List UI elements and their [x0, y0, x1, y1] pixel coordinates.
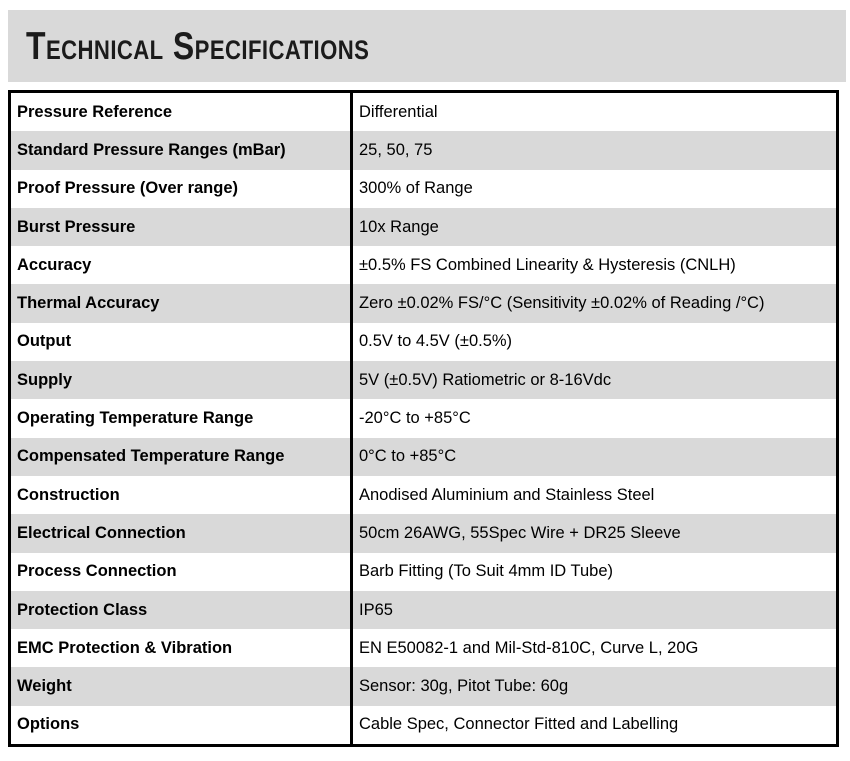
table-row: Protection Class IP65 [9, 590, 838, 630]
spec-label: Thermal Accuracy [9, 284, 353, 323]
table-row: Supply 5V (±0.5V) Ratiometric or 8-16Vdc [9, 361, 838, 400]
spec-value: 0.5V to 4.5V (±0.5%) [359, 332, 513, 351]
spec-value: Differential [359, 102, 438, 121]
table-row: Options Cable Spec, Connector Fitted and … [9, 705, 838, 746]
spec-value: Zero ±0.02% FS/°C (Sensitivity ±0.02% of… [359, 294, 765, 313]
spec-label: Supply [9, 361, 353, 400]
spec-value: 10x Range [359, 217, 439, 236]
spec-table: Pressure Reference Differential Standard P… [8, 90, 839, 748]
spec-label: Operating Temperature Range [9, 399, 353, 438]
spec-label: EMC Protection & Vibration [9, 629, 353, 668]
spec-label: Output [9, 322, 353, 362]
table-row: Process Connection Barb Fitting (To Suit … [9, 552, 838, 591]
spec-value: 25, 50, 75 [359, 140, 433, 159]
spec-value: EN E50082-1 and Mil-Std-810C, Curve L, 2… [359, 638, 699, 657]
table-row: Compensated Temperature Range 0°C to +85°… [9, 437, 838, 476]
table-row: Weight Sensor: 30g, Pitot Tube: 60g [9, 667, 838, 706]
table-row: Electrical Connection 50cm 26AWG, 55Spec … [9, 514, 838, 553]
table-row: EMC Protection & Vibration EN E50082-1 an… [9, 629, 838, 668]
table-row: Standard Pressure Ranges (mBar) 25, 50, 7… [9, 131, 838, 170]
spec-value: Sensor: 30g, Pitot Tube: 60g [359, 677, 569, 696]
spec-label: Standard Pressure Ranges (mBar) [9, 131, 353, 170]
spec-table-body: Pressure Reference Differential Standard P… [9, 91, 838, 746]
spec-label: Accuracy [9, 246, 353, 285]
table-row: Thermal Accuracy Zero ±0.02% FS/°C (Sensi… [9, 284, 838, 323]
table-row: Burst Pressure 10x Range [9, 207, 838, 247]
spec-label: Options [9, 705, 353, 746]
spec-label: Proof Pressure (Over range) [9, 169, 353, 208]
spec-label: Weight [9, 667, 353, 706]
spec-value: Cable Spec, Connector Fitted and Labelli… [359, 715, 679, 734]
spec-value: 0°C to +85°C [359, 447, 457, 466]
spec-value: 50cm 26AWG, 55Spec Wire + DR25 Sleeve [359, 523, 681, 542]
spec-label: Electrical Connection [9, 514, 353, 553]
spec-label: Burst Pressure [9, 207, 353, 247]
spec-label: Compensated Temperature Range [9, 437, 353, 476]
spec-value: IP65 [359, 600, 393, 619]
spec-value: 300% of Range [359, 179, 473, 198]
table-row: Accuracy ±0.5% FS Combined Linearity & Hy… [9, 246, 838, 285]
spec-label: Pressure Reference [9, 91, 353, 132]
spec-value: Barb Fitting (To Suit 4mm ID Tube) [359, 562, 614, 581]
table-row: Output 0.5V to 4.5V (±0.5%) [9, 322, 838, 362]
table-row: Construction Anodised Aluminium and Stain… [9, 475, 838, 515]
spec-label: Protection Class [9, 590, 353, 630]
spec-value: ±0.5% FS Combined Linearity & Hysteresis… [359, 255, 736, 274]
spec-label: Process Connection [9, 552, 353, 591]
spec-value: -20°C to +85°C [359, 409, 471, 428]
spec-label: Construction [9, 475, 353, 515]
table-row: Operating Temperature Range -20°C to +85°… [9, 399, 838, 438]
spec-value: Anodised Aluminium and Stainless Steel [359, 485, 655, 504]
table-row: Pressure Reference Differential [9, 91, 838, 132]
page-title: Technical Specifications [26, 25, 370, 68]
table-row: Proof Pressure (Over range) 300% of Range [9, 169, 838, 208]
spec-value: 5V (±0.5V) Ratiometric or 8-16Vdc [359, 370, 612, 389]
title-band: Technical Specifications [8, 10, 846, 82]
